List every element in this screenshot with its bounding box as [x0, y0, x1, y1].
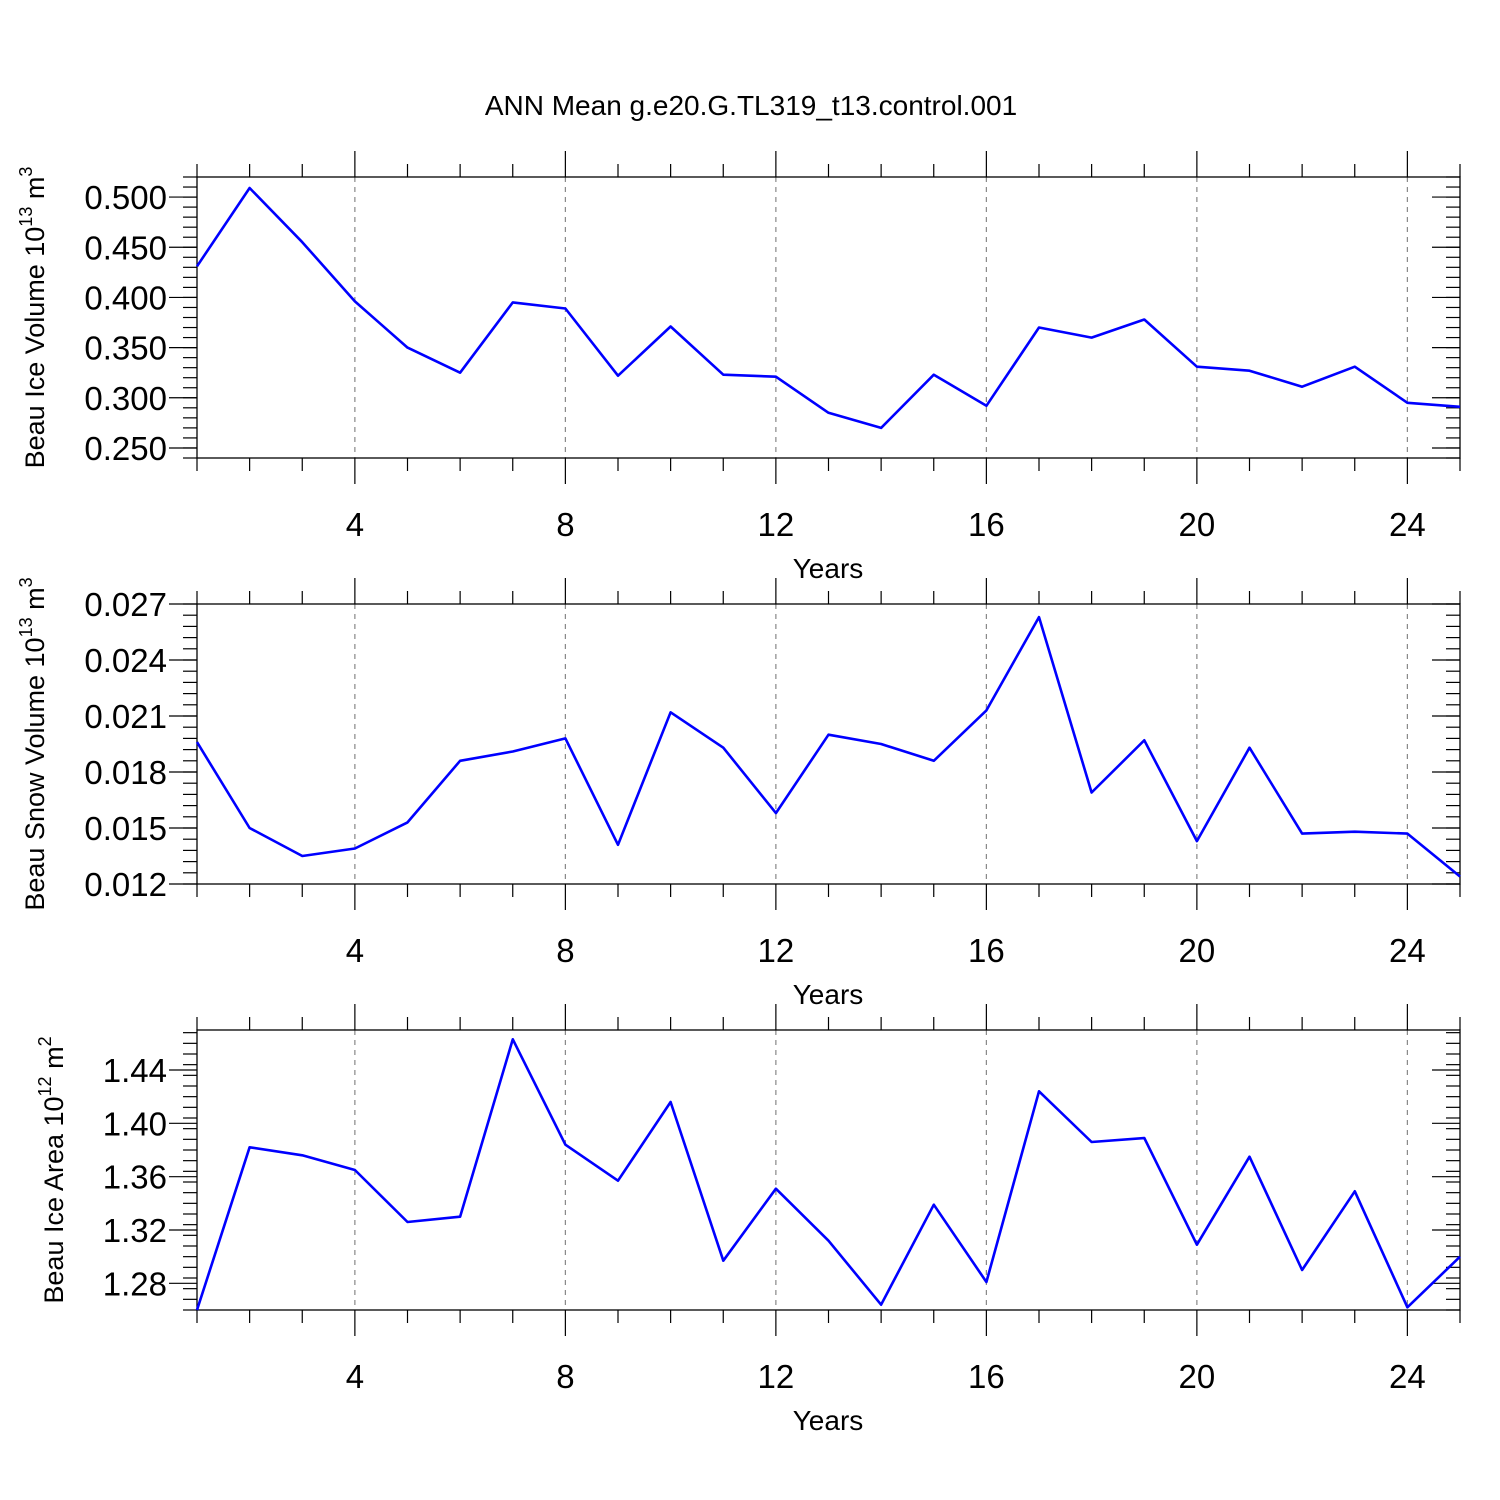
y-tick-label: 0.024: [84, 642, 167, 679]
x-tick-label: 16: [968, 1358, 1005, 1395]
y-tick-label: 1.44: [103, 1052, 167, 1089]
y-tick-label: 0.400: [84, 279, 167, 316]
y-tick-label: 0.012: [84, 866, 167, 903]
y-tick-label: 0.350: [84, 330, 167, 367]
figure-title: ANN Mean g.e20.G.TL319_t13.control.001: [485, 90, 1017, 121]
x-tick-label: 12: [758, 932, 795, 969]
y-tick-label: 0.027: [84, 586, 167, 623]
chart-panels: 0.250 0.300 0.350 0.400 0.450 0.500 4 8 12 16 20 24…: [16, 151, 1461, 1436]
plot-frame: [196, 1029, 1461, 1311]
series-line: [195, 186, 1461, 430]
x-tick-label: 20: [1179, 506, 1216, 543]
x-tick-label: 24: [1389, 932, 1426, 969]
y-tick-label: 0.450: [84, 229, 167, 266]
x-tick-label: 12: [758, 1358, 795, 1395]
x-tick-label: 12: [758, 506, 795, 543]
x-tick-label: 8: [556, 506, 574, 543]
x-axis-label: Years: [793, 1405, 864, 1436]
x-tick-label: 20: [1179, 932, 1216, 969]
x-axis-label: Years: [793, 979, 864, 1010]
x-tick-label: 16: [968, 932, 1005, 969]
chart-panel-2: 0.012 0.015 0.018 0.021 0.024 0.027 4 8 12 16 20 24…: [16, 577, 1461, 1010]
x-tick-label: 4: [346, 932, 364, 969]
plot-frame: [196, 176, 1461, 459]
series-line: [195, 615, 1461, 878]
x-tick-label: 8: [556, 1358, 574, 1395]
y-axis-label: Beau Ice Volume 1013 m3: [16, 167, 50, 469]
x-tick-label: 24: [1389, 506, 1426, 543]
y-tick-label: 0.250: [84, 430, 167, 467]
x-tick-label: 4: [346, 506, 364, 543]
y-tick-label: 0.300: [84, 380, 167, 417]
y-axis-label: Beau Snow Volume 1013 m3: [16, 577, 50, 910]
y-tick-label: 1.28: [103, 1265, 167, 1302]
x-tick-label: 16: [968, 506, 1005, 543]
x-axis-label: Years: [793, 553, 864, 584]
x-tick-label: 4: [346, 1358, 364, 1395]
y-tick-label: 0.500: [84, 179, 167, 216]
y-tick-label: 0.015: [84, 810, 167, 847]
y-axis-label: Beau Ice Area 1012 m2: [35, 1036, 69, 1303]
y-tick-label: 1.40: [103, 1105, 167, 1142]
y-tick-label: 1.36: [103, 1159, 167, 1196]
y-tick-label: 0.021: [84, 698, 167, 735]
x-tick-label: 20: [1179, 1358, 1216, 1395]
plot-frame: [196, 603, 1461, 885]
series-line: [195, 1038, 1461, 1311]
x-tick-label: 24: [1389, 1358, 1426, 1395]
y-tick-label: 0.018: [84, 754, 167, 791]
chart-panel-1: 0.250 0.300 0.350 0.400 0.450 0.500 4 8 12 16 20 24…: [16, 151, 1461, 584]
chart-panel-3: 1.28 1.32 1.36 1.40 1.44 4 8 12 16 20 24 Years Beau …: [35, 1004, 1461, 1436]
y-tick-label: 1.32: [103, 1212, 167, 1249]
x-tick-label: 8: [556, 932, 574, 969]
